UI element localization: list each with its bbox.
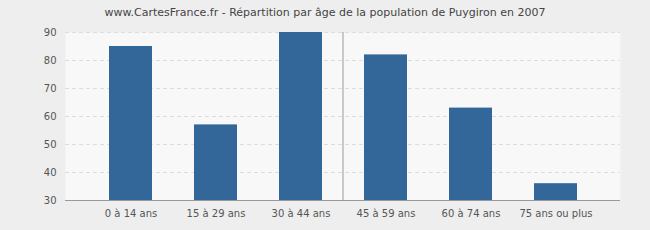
svg-text:80: 80: [44, 55, 57, 66]
svg-text:90: 90: [44, 27, 57, 38]
svg-text:15 à 29 ans: 15 à 29 ans: [187, 208, 246, 219]
svg-text:60 à 74 ans: 60 à 74 ans: [442, 208, 501, 219]
svg-text:70: 70: [44, 83, 57, 94]
svg-text:75 ans ou plus: 75 ans ou plus: [519, 208, 592, 219]
svg-text:30 à 44 ans: 30 à 44 ans: [272, 208, 331, 219]
svg-text:40: 40: [44, 167, 57, 178]
svg-text:60: 60: [44, 111, 57, 122]
svg-text:0 à 14 ans: 0 à 14 ans: [105, 208, 157, 219]
svg-text:30: 30: [44, 195, 57, 206]
svg-text:45 à 59 ans: 45 à 59 ans: [357, 208, 416, 219]
svg-text:50: 50: [44, 139, 57, 150]
html-text:www.CartesFrance.fr - Répartit: www.CartesFrance.fr - Répartition par âg…: [104, 6, 546, 19]
